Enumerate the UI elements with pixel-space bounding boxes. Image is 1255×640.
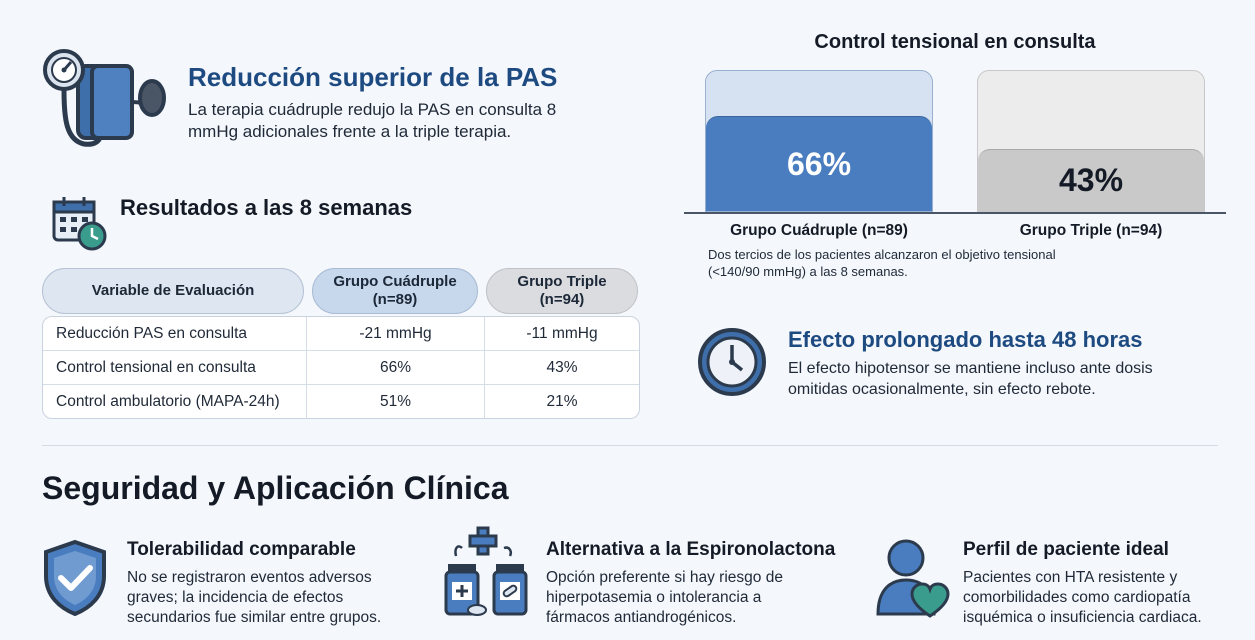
table-cell-variable: Control tensional en consulta: [43, 351, 307, 384]
medication-bottles-icon: [444, 526, 528, 616]
bar-value-label-triple: 43%: [1058, 162, 1124, 198]
card-text-alternativa-line1: Opción preferente si hay riesgo de: [546, 569, 783, 586]
chart-caption-line2: (<140/90 mmHg) a las 8 semanas.: [708, 264, 908, 279]
table-cell-variable: Reducción PAS en consulta: [43, 317, 307, 350]
card-text-alternativa-line3: fármacos antiandrogénicos.: [546, 609, 737, 626]
results-table: Reducción PAS en consulta -21 mmHg -11 m…: [42, 316, 640, 419]
prolonged-text-line1: El efecto hipotensor se mantiene incluso…: [788, 360, 1153, 377]
chart-category-triple: Grupo Triple (n=94): [1019, 222, 1163, 239]
bar-triple: 43%: [978, 149, 1204, 211]
table-row: Control tensional en consulta 66% 43%: [43, 351, 639, 385]
table-cell-triple: 43%: [546, 358, 578, 376]
patient-heart-icon: [876, 539, 950, 618]
card-text-tolerabilidad-line3: secundarios fue similar entre grupos.: [127, 609, 382, 626]
bar-value-label-cuadruple: 66%: [786, 145, 852, 182]
top-left-title: Reducción superior de la PAS: [188, 62, 558, 92]
card-text-perfil-line2: comorbilidades como cardiopatía: [963, 589, 1191, 606]
card-text-tolerabilidad-line1: No se registraron eventos adversos: [127, 569, 372, 586]
chart-caption-line1: Dos tercios de los pacientes alcanzaron …: [708, 247, 1056, 262]
results-title: Resultados a las 8 semanas: [120, 195, 413, 220]
chart-title: Control tensional en consulta: [814, 31, 1096, 53]
shield-check-icon: [44, 539, 106, 617]
table-row: Control ambulatorio (MAPA-24h) 51% 21%: [43, 385, 639, 418]
card-text-tolerabilidad-line2: graves; la incidencia de efectos: [127, 589, 344, 606]
card-title-perfil: Perfil de paciente ideal: [963, 539, 1169, 560]
bar-frame-triple: 43%: [977, 70, 1205, 212]
table-cell-cuadruple: -21 mmHg: [307, 317, 485, 350]
card-title-tolerabilidad: Tolerabilidad comparable: [127, 539, 356, 560]
table-header-variable: Variable de Evaluación: [42, 268, 304, 314]
table-header-variable-label: Variable de Evaluación: [91, 282, 255, 299]
table-header-triple-line1: Grupo Triple: [517, 273, 607, 290]
blood-pressure-monitor-icon: [43, 49, 166, 147]
card-text-perfil-line1: Pacientes con HTA resistente y: [963, 569, 1178, 586]
top-left-text-line2: mmHg adicionales frente a la triple tera…: [188, 122, 512, 141]
top-left-text-line1: La terapia cuádruple redujo la PAS en co…: [188, 100, 557, 119]
chart-baseline: [684, 212, 1226, 214]
table-header-cuadruple-line1: Grupo Cuádruple: [333, 273, 457, 290]
table-header-triple: Grupo Triple (n=94): [486, 268, 638, 314]
table-cell-triple: 21%: [546, 392, 578, 410]
table-cell-variable: Control ambulatorio (MAPA-24h): [43, 385, 307, 418]
table-header-triple-line2: (n=94): [539, 291, 585, 308]
chart-category-cuadruple: Grupo Cuádruple (n=89): [730, 222, 908, 239]
prolonged-title: Efecto prolongado hasta 48 horas: [788, 327, 1143, 352]
safety-title: Seguridad y Aplicación Clínica: [42, 470, 509, 506]
calendar-clock-icon: [52, 197, 107, 251]
card-title-alternativa: Alternativa a la Espironolactona: [546, 539, 836, 560]
bar-frame-cuadruple: 66%: [705, 70, 933, 212]
section-divider: [42, 445, 1218, 446]
table-cell-cuadruple: 66%: [307, 351, 485, 384]
table-header-cuadruple: Grupo Cuádruple (n=89): [312, 268, 478, 314]
table-row: Reducción PAS en consulta -21 mmHg -11 m…: [43, 317, 639, 351]
bar-cuadruple: 66%: [706, 116, 932, 211]
table-cell-triple: -11 mmHg: [526, 324, 598, 342]
table-header-cuadruple-line2: (n=89): [372, 291, 418, 308]
card-text-perfil-line3: isquémica o insuficiencia cardiaca.: [963, 609, 1202, 626]
table-cell-cuadruple: 51%: [307, 385, 485, 418]
prolonged-text-line2: omitidas ocasionalmente, sin efecto rebo…: [788, 381, 1096, 398]
clock-icon: [698, 328, 766, 396]
card-text-alternativa-line2: hiperpotasemia o intolerancia a: [546, 589, 762, 606]
